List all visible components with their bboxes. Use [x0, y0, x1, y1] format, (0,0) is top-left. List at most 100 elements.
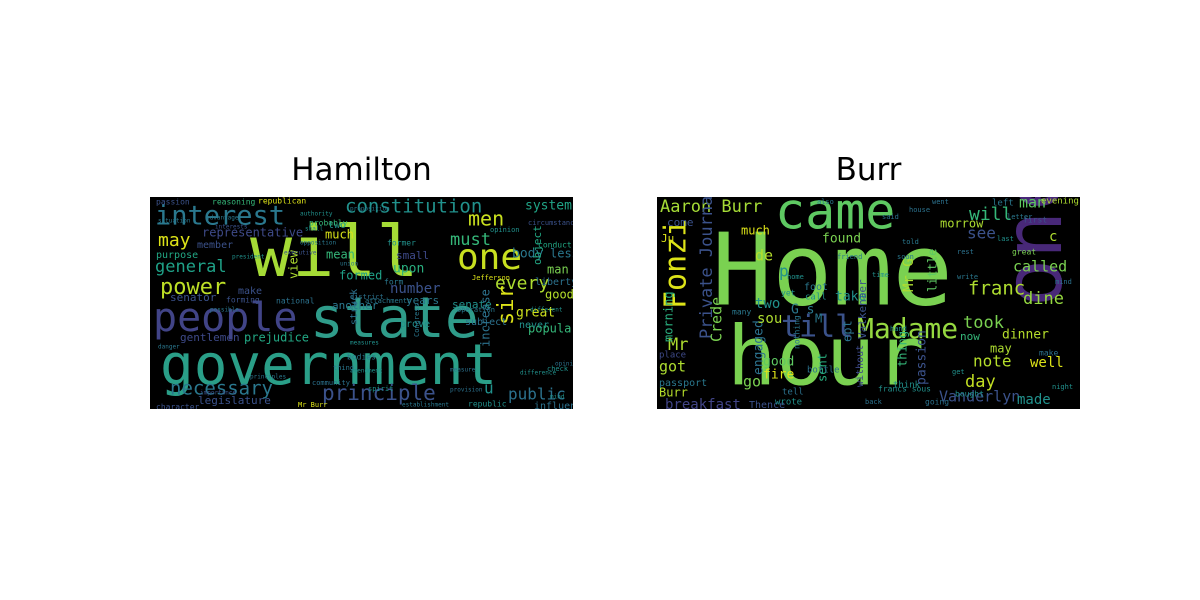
cloud-word: form	[384, 278, 403, 287]
cloud-word: spirit	[368, 385, 393, 393]
cloud-word: less	[550, 247, 573, 261]
cloud-word: public	[508, 385, 566, 404]
cloud-word: union	[340, 261, 358, 268]
cloud-word: men	[468, 207, 504, 231]
cloud-word: back	[865, 398, 883, 406]
cloud-word: prove	[400, 319, 430, 330]
cloud-word: u	[484, 379, 494, 398]
cloud-word: necessary	[170, 378, 273, 400]
cloud-word: body	[512, 247, 543, 262]
cloud-word: man	[547, 263, 569, 277]
cloud-word: bought	[955, 390, 984, 399]
cloud-word: home	[787, 273, 804, 281]
cloud-word: going	[925, 398, 949, 407]
cloud-word: go	[743, 373, 761, 391]
cloud-word: note	[973, 352, 1012, 371]
cloud-word: power	[160, 275, 226, 300]
cloud-word: Fonzi	[659, 219, 694, 309]
cloud-word: come	[667, 216, 694, 229]
cloud-word: man	[1019, 197, 1046, 212]
cloud-word: one	[987, 197, 1080, 307]
cloud-word: without	[855, 345, 866, 387]
cloud-word: establishment	[402, 402, 449, 409]
cloud-word: dine	[1023, 289, 1064, 309]
cloud-word: morrow	[940, 217, 984, 231]
cloud-word: friend	[837, 253, 862, 261]
cloud-word: fire	[763, 368, 794, 383]
cloud-word: authority	[300, 211, 333, 218]
cloud-word: district	[350, 293, 384, 301]
cloud-word: c	[1049, 229, 1057, 245]
cloud-word: character	[156, 403, 200, 410]
cloud-word: may	[990, 342, 1012, 356]
cloud-word: measure	[450, 367, 476, 374]
cloud-word: check	[547, 365, 569, 373]
cloud-word: subject	[465, 317, 507, 328]
cloud-word: circumstance	[528, 219, 573, 227]
cloud-word: operation	[457, 306, 495, 314]
cloud-word: interest	[155, 201, 285, 232]
cloud-word: francs sous	[878, 385, 931, 394]
cloud-word: may	[158, 230, 191, 251]
cloud-word: left	[992, 199, 1014, 209]
cloud-word: republic	[468, 400, 507, 409]
cloud-word: good	[763, 355, 794, 370]
cloud-word: struck	[349, 289, 360, 325]
cloud-word: system	[525, 199, 572, 214]
cloud-word: republican	[258, 197, 306, 206]
cloud-word: Jefferson	[472, 274, 510, 282]
cloud-word: get	[952, 368, 965, 376]
cloud-word: Crede	[708, 297, 726, 342]
word-cloud-hamilton: will state government people interest one cons…	[150, 197, 573, 409]
cloud-word: member	[197, 240, 233, 251]
cloud-word: must	[450, 230, 491, 250]
cloud-word: said	[882, 213, 899, 221]
cloud-word: thing	[333, 364, 354, 372]
cloud-word: foot	[804, 282, 828, 293]
cloud-word: Congress	[413, 303, 421, 337]
cloud-word: called	[1013, 258, 1067, 276]
cloud-word: well	[1030, 355, 1064, 371]
cloud-word: one	[457, 237, 522, 278]
cloud-word: day	[965, 372, 996, 392]
cloud-word: advantage	[206, 215, 239, 222]
cloud-word: night	[1052, 383, 1073, 391]
cloud-word: prejudice	[244, 331, 309, 345]
cloud-word: another	[332, 299, 379, 312]
cloud-word: purpose	[156, 250, 198, 261]
cloud-word: passport	[659, 378, 707, 389]
cloud-word: mind	[550, 394, 565, 401]
cloud-word: reasoning	[212, 198, 256, 207]
cloud-word: people	[153, 295, 298, 341]
cloud-word: opposition	[300, 240, 337, 247]
cloud-word: general	[155, 257, 227, 277]
cloud-word: many	[732, 308, 751, 317]
cloud-word: much	[741, 224, 770, 238]
cloud-word: found	[822, 232, 861, 247]
cloud-word: upon	[393, 262, 424, 277]
cloud-word: importance	[200, 390, 237, 397]
cloud-word: got	[659, 358, 686, 376]
cloud-word: Madame	[857, 312, 958, 345]
cloud-word: ept	[841, 320, 855, 342]
cloud-word: tell	[782, 388, 804, 398]
cloud-word: breakfast	[665, 397, 741, 409]
cloud-word: good	[545, 288, 573, 302]
cloud-word: sent	[816, 353, 830, 382]
cloud-word: forming	[226, 296, 260, 305]
cloud-word: engaged	[752, 320, 767, 375]
cloud-word: attachments	[365, 297, 411, 305]
cloud-word: evening	[1041, 197, 1079, 207]
cloud-word: see	[967, 224, 996, 243]
cloud-word: passion	[156, 198, 190, 207]
cloud-word: increase	[479, 289, 493, 347]
cloud-word: Vanderlyn	[939, 388, 1020, 406]
cloud-word: liberty	[535, 277, 573, 288]
cloud-word: will	[969, 204, 1012, 225]
cloud-word: time	[872, 271, 889, 279]
cloud-word: senate	[452, 298, 492, 311]
cloud-word: interests	[215, 224, 248, 231]
cloud-word: executive	[284, 250, 317, 257]
cloud-word: popular	[528, 322, 573, 336]
